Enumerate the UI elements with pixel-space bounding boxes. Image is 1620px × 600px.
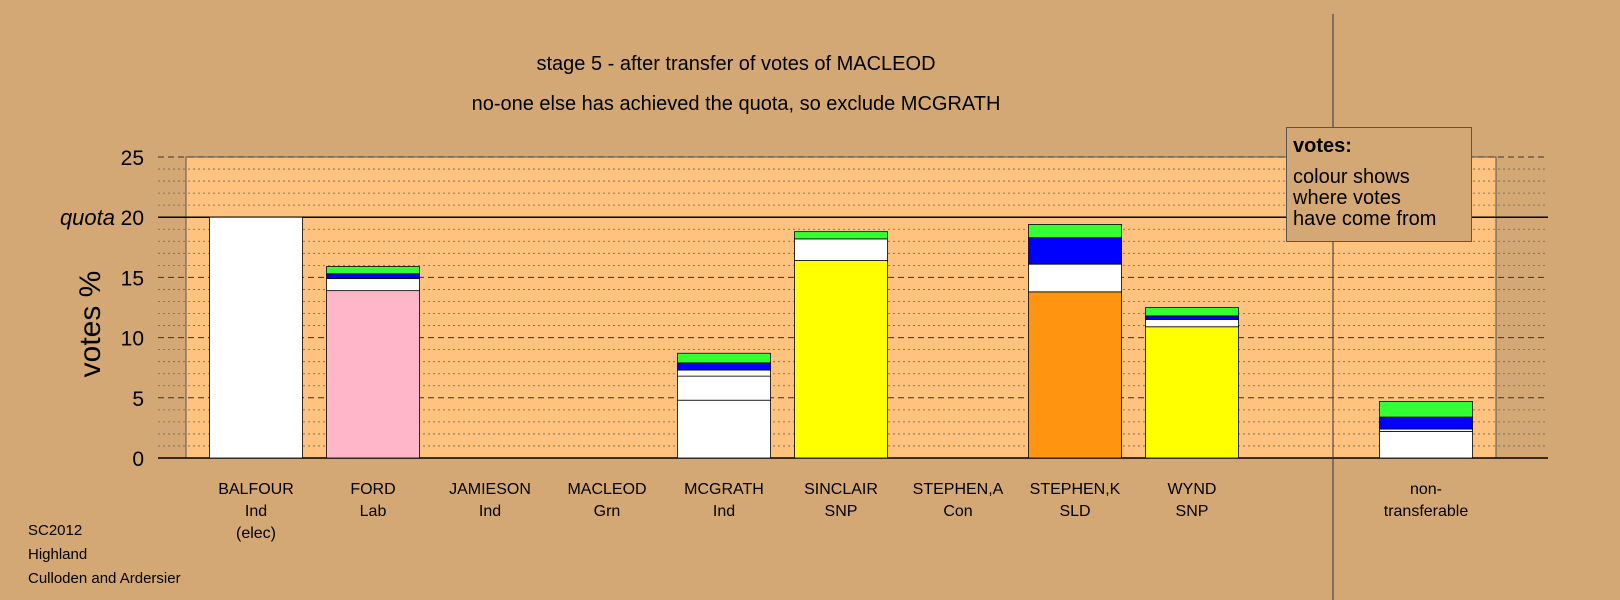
y-tick-label: 0 xyxy=(132,448,144,471)
x-tick-label: Grn xyxy=(594,503,621,520)
quota-label: quota xyxy=(60,205,115,230)
bar-segment xyxy=(1145,307,1239,317)
bar-segment xyxy=(326,290,420,459)
y-tick-label: 15 xyxy=(121,267,144,290)
chart-title: stage 5 - after transfer of votes of MAC… xyxy=(536,53,936,75)
x-tick-label: BALFOUR xyxy=(218,481,294,498)
bar-segment xyxy=(1028,224,1122,239)
y-tick-label: 10 xyxy=(121,328,144,351)
x-tick-label: Ind xyxy=(245,503,267,520)
bar-segment xyxy=(326,278,420,292)
footer-ward: Culloden and Ardersier xyxy=(28,570,181,587)
y-tick-label: 20 xyxy=(121,207,144,230)
x-tick-label: Con xyxy=(943,503,972,520)
x-tick-label: Ind xyxy=(479,503,501,520)
x-tick-label: SNP xyxy=(825,503,858,520)
y-tick-label: 25 xyxy=(121,147,144,170)
bar-segment xyxy=(1028,263,1122,293)
x-tick-label: (elec) xyxy=(236,525,276,542)
y-axis-label: votes % xyxy=(74,271,107,378)
x-tick-label: MCGRATH xyxy=(684,481,764,498)
footer-election: SC2012 xyxy=(28,522,83,539)
x-tick-label: STEPHEN,A xyxy=(913,481,1004,498)
bar-segment xyxy=(677,399,771,459)
bar-segment xyxy=(677,362,771,371)
x-tick-label: Ind xyxy=(713,503,735,520)
x-tick-label: non- xyxy=(1410,481,1442,498)
bar-segment xyxy=(1379,416,1473,430)
x-tick-label: SLD xyxy=(1059,503,1090,520)
bar-segment xyxy=(794,238,888,261)
bar-segment xyxy=(677,352,771,364)
bar-segment xyxy=(677,369,771,377)
bar-segment xyxy=(794,231,888,240)
x-tick-label: transferable xyxy=(1384,503,1469,520)
bar-segment xyxy=(1145,319,1239,328)
x-tick-label: WYND xyxy=(1168,481,1217,498)
bar-segment xyxy=(1145,315,1239,320)
bar-segment xyxy=(1028,237,1122,265)
bar-segment xyxy=(1379,431,1473,459)
bar-segment xyxy=(1379,401,1473,418)
bar-segment xyxy=(326,273,420,280)
x-tick-label: STEPHEN,K xyxy=(1030,481,1121,498)
chart-subtitle: no-one else has achieved the quota, so e… xyxy=(471,93,1001,115)
bar-segment xyxy=(677,375,771,401)
y-tick-label: 5 xyxy=(132,388,144,411)
legend-title: votes: xyxy=(1293,135,1352,157)
x-tick-label: SINCLAIR xyxy=(804,481,878,498)
bar-segment xyxy=(209,216,303,459)
bar-segment xyxy=(794,260,888,459)
x-tick-label: MACLEOD xyxy=(567,481,646,498)
x-tick-label: JAMIESON xyxy=(449,481,531,498)
legend-text: colour shows where votes have come from xyxy=(1293,166,1437,230)
bar-segment xyxy=(326,266,420,275)
x-tick-label: Lab xyxy=(360,503,387,520)
x-tick-label: SNP xyxy=(1176,503,1209,520)
legend: votes: colour shows where votes have com… xyxy=(1286,127,1472,242)
x-tick-label: FORD xyxy=(350,481,395,498)
bar-segment xyxy=(1028,291,1122,459)
footer-council: Highland xyxy=(28,546,88,563)
bar-segment xyxy=(1145,326,1239,459)
